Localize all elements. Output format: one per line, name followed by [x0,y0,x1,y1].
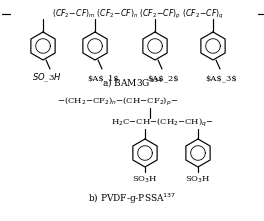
Text: SO$_3$H: SO$_3$H [185,175,211,185]
Text: b) PVDF-g-PSSA$^{137}$: b) PVDF-g-PSSA$^{137}$ [88,192,176,206]
Text: $SO$_3$H$: $SO$_3$H$ [32,72,62,84]
Text: H$_2$C$-$CH$-$(CH$_2$$-$CH)$_q$$-$: H$_2$C$-$CH$-$(CH$_2$$-$CH)$_q$$-$ [111,117,213,129]
Text: SO$_3$H: SO$_3$H [132,175,158,185]
Text: $(CF_2\!-\!CF)_m\ (CF_2\!-\!CF)_n\ (CF_2\!-\!CF)_p\ (CF_2\!-\!CF)_q$: $(CF_2\!-\!CF)_m\ (CF_2\!-\!CF)_n\ (CF_2… [52,8,224,21]
Text: a) BAM3G$^{134}$: a) BAM3G$^{134}$ [102,76,162,90]
Text: $A$_2$: $A$_2$ [147,74,179,82]
Text: $A$_3$: $A$_3$ [205,74,237,82]
Text: $-$(CH$_2$$-$CF$_2$)$_n$$-$(CH$-$CF$_2$)$_p$$-$: $-$(CH$_2$$-$CF$_2$)$_n$$-$(CH$-$CF$_2$)… [57,96,179,108]
Text: $A$_1$: $A$_1$ [87,74,119,82]
